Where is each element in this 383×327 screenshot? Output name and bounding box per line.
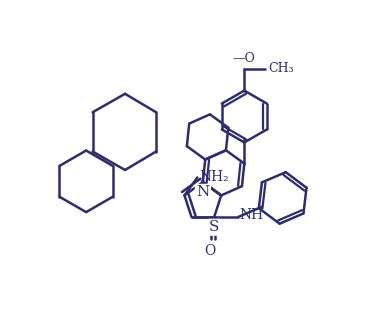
Text: S: S: [209, 222, 219, 236]
Text: CH₃: CH₃: [268, 62, 294, 75]
Text: N: N: [196, 185, 210, 199]
Text: —O: —O: [233, 52, 256, 65]
Text: S: S: [209, 220, 219, 234]
Text: NH₂: NH₂: [199, 170, 229, 184]
Text: O: O: [205, 244, 216, 258]
Text: N: N: [196, 185, 210, 199]
Text: NH: NH: [240, 208, 264, 222]
